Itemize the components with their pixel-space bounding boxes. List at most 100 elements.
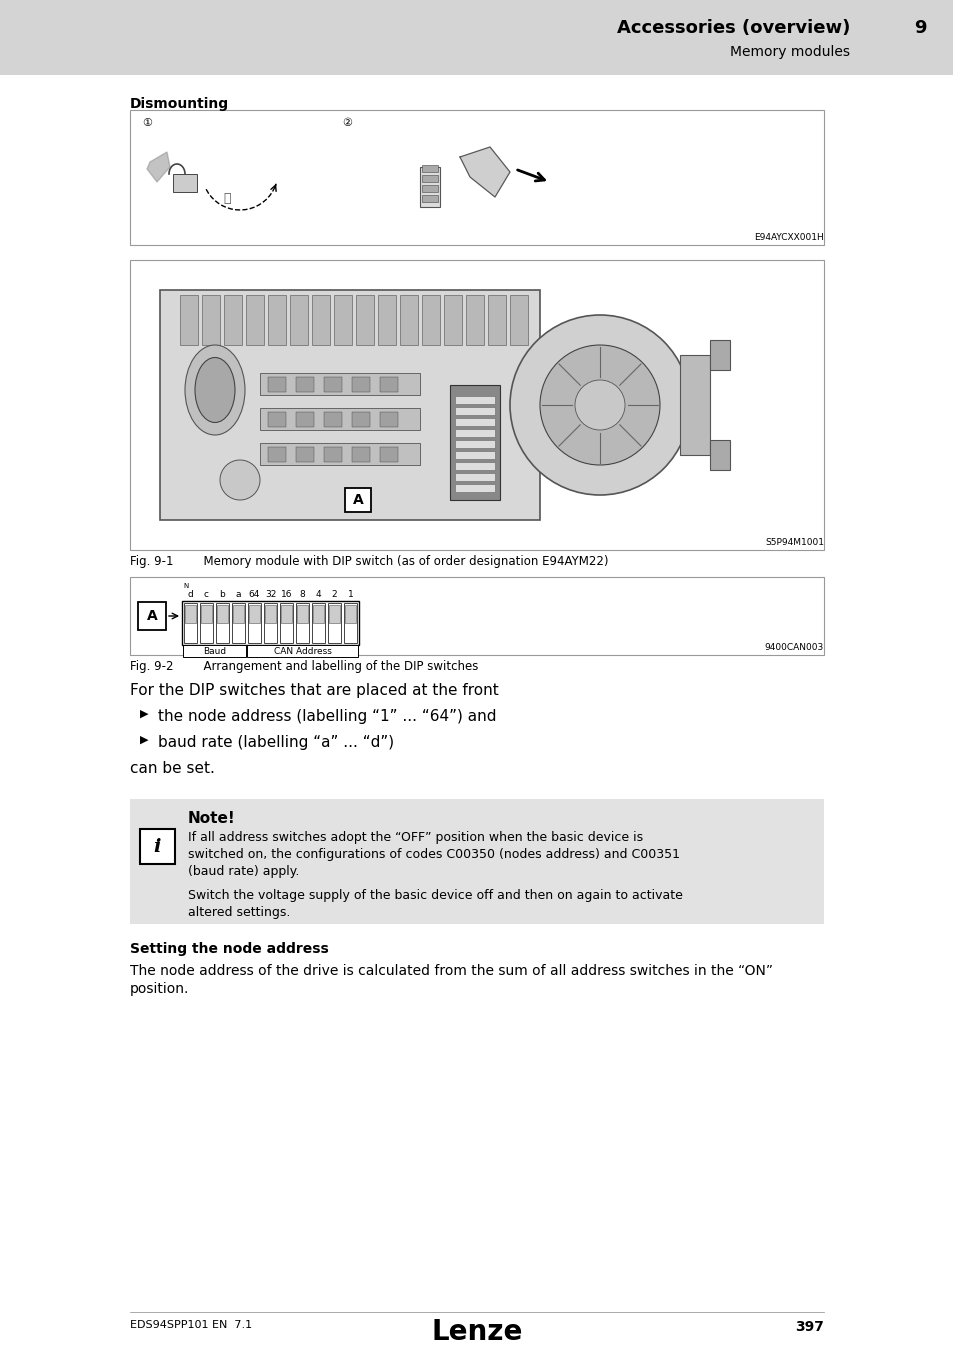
Text: The node address of the drive is calculated from the sum of all address switches: The node address of the drive is calcula… bbox=[130, 964, 772, 996]
Ellipse shape bbox=[185, 346, 245, 435]
Bar bbox=[264, 603, 276, 643]
Bar bbox=[130, 261, 823, 549]
Bar bbox=[488, 296, 505, 346]
Bar bbox=[249, 605, 260, 622]
Text: 64: 64 bbox=[249, 590, 260, 599]
Bar bbox=[324, 377, 341, 392]
Bar bbox=[290, 296, 308, 346]
Bar bbox=[265, 605, 275, 622]
Bar bbox=[419, 167, 439, 207]
Circle shape bbox=[220, 460, 260, 500]
Bar bbox=[421, 296, 439, 346]
Bar bbox=[180, 296, 198, 346]
Bar bbox=[224, 296, 242, 346]
Text: Lenze: Lenze bbox=[431, 1318, 522, 1346]
Bar bbox=[329, 605, 339, 622]
Bar bbox=[379, 412, 397, 427]
Bar bbox=[172, 174, 196, 192]
Text: 16: 16 bbox=[280, 590, 292, 599]
Bar bbox=[399, 296, 417, 346]
Text: 397: 397 bbox=[794, 1320, 823, 1334]
Bar bbox=[260, 443, 419, 464]
Bar bbox=[709, 440, 729, 470]
Bar bbox=[377, 296, 395, 346]
Text: b: b bbox=[219, 590, 225, 599]
Bar bbox=[455, 462, 495, 470]
Bar bbox=[160, 290, 539, 520]
Bar bbox=[421, 185, 437, 192]
Bar bbox=[233, 605, 244, 622]
Text: A: A bbox=[147, 609, 157, 622]
Text: 1: 1 bbox=[347, 590, 353, 599]
Bar bbox=[202, 296, 220, 346]
Bar bbox=[379, 377, 397, 392]
Bar bbox=[268, 447, 286, 462]
Text: EDS94SPP101 EN  7.1: EDS94SPP101 EN 7.1 bbox=[130, 1320, 252, 1330]
Bar bbox=[709, 340, 729, 370]
Bar bbox=[312, 603, 325, 643]
Bar bbox=[345, 605, 355, 622]
Bar bbox=[280, 603, 293, 643]
Bar bbox=[421, 165, 437, 171]
Bar bbox=[450, 385, 499, 500]
Circle shape bbox=[539, 346, 659, 464]
Text: baud rate (labelling “a” ... “d”): baud rate (labelling “a” ... “d”) bbox=[158, 734, 394, 751]
Text: c: c bbox=[204, 590, 209, 599]
Bar bbox=[260, 408, 419, 431]
Text: a: a bbox=[235, 590, 241, 599]
Bar bbox=[201, 605, 212, 622]
Bar bbox=[260, 373, 419, 396]
Bar bbox=[455, 406, 495, 414]
Text: 9: 9 bbox=[913, 19, 925, 36]
Bar bbox=[185, 605, 195, 622]
Bar bbox=[465, 296, 483, 346]
Text: A: A bbox=[353, 493, 363, 508]
Text: Switch the voltage supply of the basic device off and then on again to activate
: Switch the voltage supply of the basic d… bbox=[188, 890, 682, 919]
Bar bbox=[344, 603, 356, 643]
Bar bbox=[455, 485, 495, 491]
Text: ▶: ▶ bbox=[140, 734, 149, 745]
Bar bbox=[295, 377, 314, 392]
Text: CAN Address: CAN Address bbox=[274, 647, 331, 656]
Text: If all address switches adopt the “OFF” position when the basic device is
switch: If all address switches adopt the “OFF” … bbox=[188, 832, 679, 878]
Bar bbox=[296, 605, 308, 622]
Bar bbox=[324, 447, 341, 462]
Circle shape bbox=[575, 379, 624, 431]
Bar bbox=[313, 605, 324, 622]
Bar bbox=[248, 603, 261, 643]
Bar bbox=[334, 296, 352, 346]
Bar bbox=[130, 576, 823, 655]
Text: d: d bbox=[188, 590, 193, 599]
Bar bbox=[268, 412, 286, 427]
Text: 🔒: 🔒 bbox=[223, 193, 231, 205]
Bar bbox=[355, 296, 374, 346]
Bar bbox=[215, 603, 229, 643]
Bar bbox=[510, 296, 527, 346]
Bar bbox=[455, 440, 495, 448]
Bar bbox=[183, 645, 246, 657]
Text: Setting the node address: Setting the node address bbox=[130, 942, 329, 956]
Text: 8: 8 bbox=[299, 590, 305, 599]
Bar bbox=[0, 0, 953, 76]
Text: i: i bbox=[153, 837, 161, 856]
Bar bbox=[455, 418, 495, 427]
Bar bbox=[295, 412, 314, 427]
Bar bbox=[216, 605, 228, 622]
Bar bbox=[352, 412, 370, 427]
Bar bbox=[679, 355, 709, 455]
Text: Accessories (overview): Accessories (overview) bbox=[616, 19, 849, 36]
Text: 4: 4 bbox=[315, 590, 321, 599]
Text: N: N bbox=[183, 583, 189, 589]
Bar bbox=[268, 377, 286, 392]
Bar bbox=[295, 447, 314, 462]
Text: S5P94M1001: S5P94M1001 bbox=[764, 539, 823, 547]
Bar bbox=[379, 447, 397, 462]
Bar bbox=[268, 296, 286, 346]
Bar bbox=[295, 603, 309, 643]
Circle shape bbox=[510, 315, 689, 495]
Bar bbox=[443, 296, 461, 346]
Text: the node address (labelling “1” ... “64”) and: the node address (labelling “1” ... “64”… bbox=[158, 709, 496, 724]
Bar bbox=[200, 603, 213, 643]
Text: ②: ② bbox=[341, 117, 352, 128]
Bar bbox=[312, 296, 330, 346]
